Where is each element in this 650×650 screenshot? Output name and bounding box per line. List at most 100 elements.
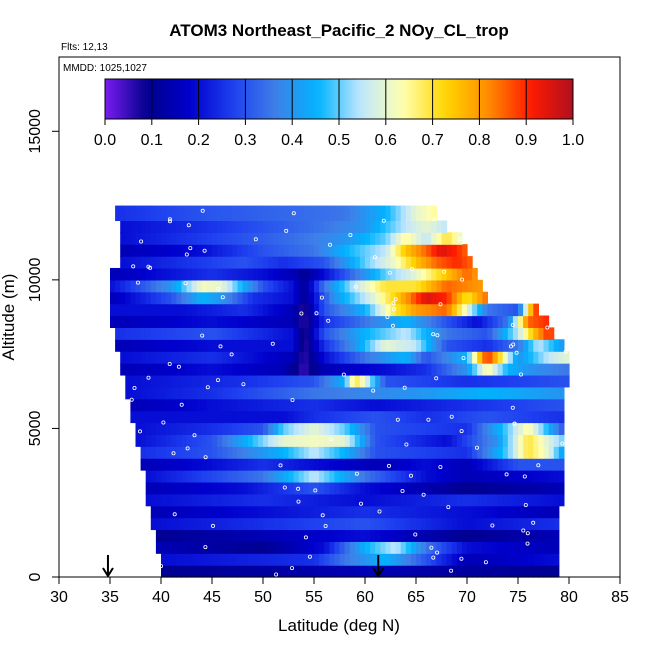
- heatmap-cell: [319, 386, 325, 400]
- heatmap-cell: [354, 386, 361, 400]
- heatmap-cell: [553, 553, 560, 566]
- heatmap-cell: [558, 458, 565, 471]
- heatmap-cell: [518, 470, 524, 483]
- heatmap-cell: [421, 458, 427, 471]
- heatmap-cell: [375, 205, 381, 222]
- heatmap-cell: [257, 363, 264, 376]
- heatmap-cell: [150, 303, 157, 317]
- heatmap-cell: [206, 244, 213, 257]
- heatmap-cell: [263, 410, 269, 424]
- heatmap-cell: [191, 374, 198, 388]
- heatmap-cell: [329, 422, 335, 435]
- heatmap-cell: [212, 256, 218, 269]
- heatmap-cell: [410, 267, 417, 281]
- heatmap-cell: [543, 565, 550, 578]
- heatmap-cell: [247, 351, 254, 364]
- heatmap-cell: [436, 481, 443, 495]
- heatmap-cell: [196, 374, 203, 388]
- heatmap-cell: [171, 481, 177, 495]
- heatmap-cell: [176, 374, 182, 388]
- heatmap-cell: [405, 481, 412, 495]
- heatmap-cell: [451, 303, 458, 317]
- heatmap-cell: [242, 458, 249, 471]
- heatmap-cell: [222, 529, 228, 542]
- heatmap-cell: [416, 339, 422, 352]
- heatmap-cell: [201, 505, 208, 519]
- heatmap-cell: [518, 315, 524, 328]
- heatmap-cell: [553, 434, 560, 447]
- heatmap-cell: [548, 351, 555, 364]
- y-tick-label: 15000: [27, 109, 44, 154]
- heatmap-cell: [477, 481, 483, 495]
- heatmap-cell: [242, 220, 249, 233]
- heatmap-cell: [502, 339, 509, 352]
- heatmap-cell: [375, 517, 381, 531]
- heatmap-cell: [446, 256, 453, 269]
- heatmap-cell: [303, 541, 310, 554]
- heatmap-cell: [329, 363, 335, 376]
- heatmap-cell: [349, 267, 356, 281]
- heatmap-cell: [186, 541, 193, 554]
- heatmap-cell: [400, 363, 407, 376]
- heatmap-cell: [456, 505, 463, 519]
- heatmap-cell: [380, 291, 386, 305]
- heatmap-cell: [319, 565, 325, 578]
- heatmap-cell: [456, 244, 463, 257]
- heatmap-cell: [232, 470, 239, 483]
- sample-point: [432, 217, 437, 222]
- heatmap-cell: [339, 386, 346, 400]
- heatmap-cell: [523, 363, 529, 376]
- heatmap-cell: [359, 553, 366, 566]
- heatmap-cell: [400, 374, 407, 388]
- heatmap-cell: [492, 553, 499, 566]
- heatmap-cell: [227, 267, 233, 281]
- heatmap-cell: [145, 256, 152, 269]
- heatmap-cell: [181, 205, 188, 222]
- heatmap-cell: [431, 339, 437, 352]
- heatmap-cell: [410, 256, 417, 269]
- sample-point: [413, 532, 418, 537]
- heatmap-cell: [523, 565, 529, 578]
- heatmap-cell: [242, 303, 249, 317]
- heatmap-cell: [507, 565, 514, 578]
- heatmap-cell: [191, 541, 198, 554]
- heatmap-cell: [416, 256, 422, 269]
- heatmap-cell: [252, 374, 259, 388]
- heatmap-cell: [125, 315, 131, 328]
- heatmap-cell: [222, 398, 228, 412]
- heatmap-cell: [237, 434, 244, 447]
- heatmap-cell: [247, 470, 254, 483]
- heatmap-cell: [487, 553, 494, 566]
- heatmap-cell: [293, 458, 300, 471]
- sample-points: [129, 208, 568, 577]
- heatmap-cell: [395, 493, 402, 507]
- heatmap-cell: [201, 386, 208, 400]
- heatmap-cell: [155, 529, 162, 542]
- sample-point: [202, 248, 207, 253]
- sample-point: [514, 350, 519, 355]
- heatmap-cell: [186, 493, 193, 507]
- heatmap-cell: [201, 470, 208, 483]
- heatmap-cell: [482, 374, 488, 388]
- heatmap-cell: [191, 244, 198, 257]
- heatmap-cell: [416, 374, 422, 388]
- heatmap-cell: [232, 553, 239, 566]
- heatmap-cell: [196, 505, 203, 519]
- x-tick-label: 40: [152, 589, 170, 606]
- colorbar-tick-label: 0.8: [468, 132, 490, 149]
- heatmap-cell: [171, 244, 177, 257]
- heatmap-cell: [375, 315, 381, 328]
- heatmap-cell: [446, 315, 453, 328]
- heatmap-cell: [222, 481, 228, 495]
- heatmap-cell: [553, 541, 560, 554]
- heatmap-cell: [161, 446, 167, 459]
- heatmap-cell: [283, 256, 290, 269]
- heatmap-cell: [191, 493, 198, 507]
- heatmap-cell: [268, 315, 274, 328]
- heatmap-cell: [482, 410, 488, 424]
- heatmap-cell: [385, 398, 392, 412]
- heatmap-cell: [140, 458, 147, 471]
- heatmap-cell: [257, 505, 264, 519]
- heatmap-cell: [431, 529, 437, 542]
- heatmap-cell: [334, 434, 341, 447]
